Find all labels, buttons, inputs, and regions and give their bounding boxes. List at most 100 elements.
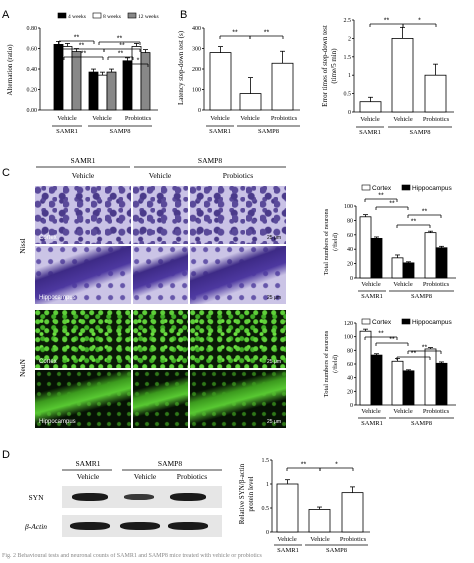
chart-c1-tick-label: 20 [347, 262, 353, 268]
chart-a-bar [131, 46, 142, 111]
chart-b1-strain-label: SAMP8 [258, 128, 279, 135]
chart-c2-sig-label: ** [389, 337, 395, 344]
chart-c2-legend-label: Hippocampus [412, 319, 452, 326]
chart-b2-tick-label: 2.5 [344, 18, 352, 24]
chart-c1-strain-label: SAMP8 [411, 293, 432, 300]
blot-band [120, 522, 160, 530]
chart-c2-tick-label: 80 [347, 348, 353, 354]
chart-c2-ylabel: Total numbers of neurons [323, 330, 330, 397]
blot-syn [62, 486, 222, 508]
chart-a-tick-label: 0.00 [27, 108, 38, 114]
chart-c1-bar-cortex [391, 257, 404, 279]
chart-a-tick-label: 0.40 [27, 67, 38, 73]
chart-b1-strain-label: SAMR1 [209, 128, 231, 135]
chart-c1-bar-hippocampus [402, 262, 415, 279]
chart-c1-group-label: Vehicle [393, 281, 413, 288]
chart-a-strain-label: SAMR1 [56, 128, 78, 135]
blot-beta-actin [62, 515, 222, 537]
chart-c2-legend-label: Cortex [372, 319, 392, 326]
panel-letter-d: D [2, 449, 10, 461]
chart-b2-tick-label: 0 [348, 110, 351, 116]
column-header-vehicle: Vehicle [72, 171, 95, 180]
chart-a-bar [140, 52, 151, 111]
micrograph-neun-cortex-samr1: Cortex [35, 310, 131, 368]
chart-d-sig-label: * [335, 462, 338, 469]
chart-b2-strain-label: SAMR1 [359, 129, 381, 136]
chart-b1-bar [271, 62, 294, 111]
figure-caption: Fig. 2 Behavioural tests and neuronal co… [2, 553, 262, 559]
chart-b2-ylabel: Error times of step-down test [321, 25, 329, 107]
chart-c1-sig-label: ** [422, 209, 428, 216]
chart-a-legend-swatch [127, 12, 137, 19]
chart-a-sig-label: ** [117, 36, 123, 43]
blot-header-samp8: SAMP8 [158, 459, 182, 468]
chart-d-bar [276, 483, 299, 533]
chart-c1-legend-swatch [361, 184, 371, 191]
chart-b2-bar [359, 101, 382, 113]
chart-a-sig-label: ** [79, 43, 85, 50]
chart-a-ylabel: Alternation (ratio) [6, 44, 14, 96]
chart-c2-group-label: Vehicle [393, 408, 413, 415]
chart-a-legend-label: 8 weeks [103, 14, 121, 20]
blot-band [170, 493, 206, 501]
chart-b2-strain-label: SAMP8 [410, 129, 431, 136]
chart-c2-tick-label: 0 [350, 403, 353, 409]
chart-a-group-label: Vehicle [92, 115, 112, 122]
chart-b1-tick-label: 100 [192, 88, 201, 94]
chart-d-bar [308, 509, 331, 533]
blot-label-beta-actin: β-Actin [24, 522, 47, 531]
chart-b2-group-label: Vehicle [360, 116, 380, 123]
chart-c2-sig-label: ** [378, 331, 384, 338]
micrograph-neun-hippocampus-samp8-probiotics: 25 μm [190, 370, 286, 428]
micrograph-neun-cortex-samp8-vehicle [133, 310, 188, 368]
chart-b2-tick-label: 2 [348, 36, 351, 42]
row-label-neun: NeuN [18, 358, 27, 376]
chart-b1-tick-label: 0 [198, 108, 201, 114]
chart-b1-tick-label: 400 [192, 26, 201, 32]
column-header-samr1: SAMR1 [70, 156, 95, 165]
chart-b2-sig-label: * [418, 18, 421, 25]
blot-header-samr1: SAMR1 [75, 459, 100, 468]
chart-c2-legend-swatch [401, 318, 411, 325]
chart-d-tick-label: 0.5 [262, 506, 270, 512]
scale-bar-label: 25 μm [267, 295, 281, 301]
chart-a-bar [62, 46, 73, 111]
region-label-cortex: Cortex [39, 235, 57, 241]
chart-a-bar [106, 71, 117, 111]
chart-b2-ylabel: (time/5 min) [330, 48, 338, 84]
chart-a-bar [71, 51, 82, 111]
chart-c1-legend-label: Hippocampus [412, 185, 452, 192]
chart-d-ylabel: Relative SYN/β-actin [238, 463, 246, 524]
chart-b1-tick-label: 200 [192, 67, 201, 73]
chart-b2-sig-label: ** [384, 18, 390, 25]
chart-b1-group-label: Probiotics [271, 115, 298, 122]
micrograph-nissl-hippocampus-samp8-vehicle [133, 246, 188, 304]
chart-c1-group-label: Probiotics [423, 281, 450, 288]
chart-a-legend-label: 12 weeks [138, 14, 159, 20]
chart-a-sig-label: * [137, 58, 140, 65]
blot-lane-vehicle: Vehicle [134, 472, 157, 481]
chart-c2-bar-hippocampus [435, 362, 448, 406]
blot-band [72, 493, 108, 501]
chart-c1-sig-label: ** [411, 219, 417, 226]
region-label-hippocampus: Hippocampus [39, 419, 76, 425]
chart-c2-tick-label: 40 [347, 376, 353, 382]
chart-b1-bar [209, 52, 232, 111]
micrograph-neun-cortex-samp8-probiotics: 25 μm [190, 310, 286, 368]
chart-b1-bar [239, 93, 262, 111]
chart-c2-bar-cortex [359, 330, 372, 406]
blot-lane-probiotics: Probiotics [177, 472, 207, 481]
chart-c1-strain-label: SAMR1 [361, 293, 383, 300]
chart-b2-tick-label: 1.5 [344, 55, 352, 61]
micrograph-nissl-hippocampus-samr1: Hippocampus [35, 246, 131, 304]
chart-a-bar [122, 60, 133, 111]
blot-lane-vehicle: Vehicle [77, 472, 100, 481]
chart-b1-sig-label: ** [232, 30, 238, 37]
chart-c1-legend-swatch [401, 184, 411, 191]
chart-b2-tick-label: 1 [348, 73, 351, 79]
blot-label-syn: SYN [28, 493, 44, 502]
chart-b1-ylabel: Latency step-down test (s) [177, 30, 185, 105]
chart-d-group-label: Probiotics [340, 536, 367, 543]
chart-c2-ylabel: (/field) [332, 355, 339, 373]
row-label-nissl: Nissl [18, 238, 27, 253]
